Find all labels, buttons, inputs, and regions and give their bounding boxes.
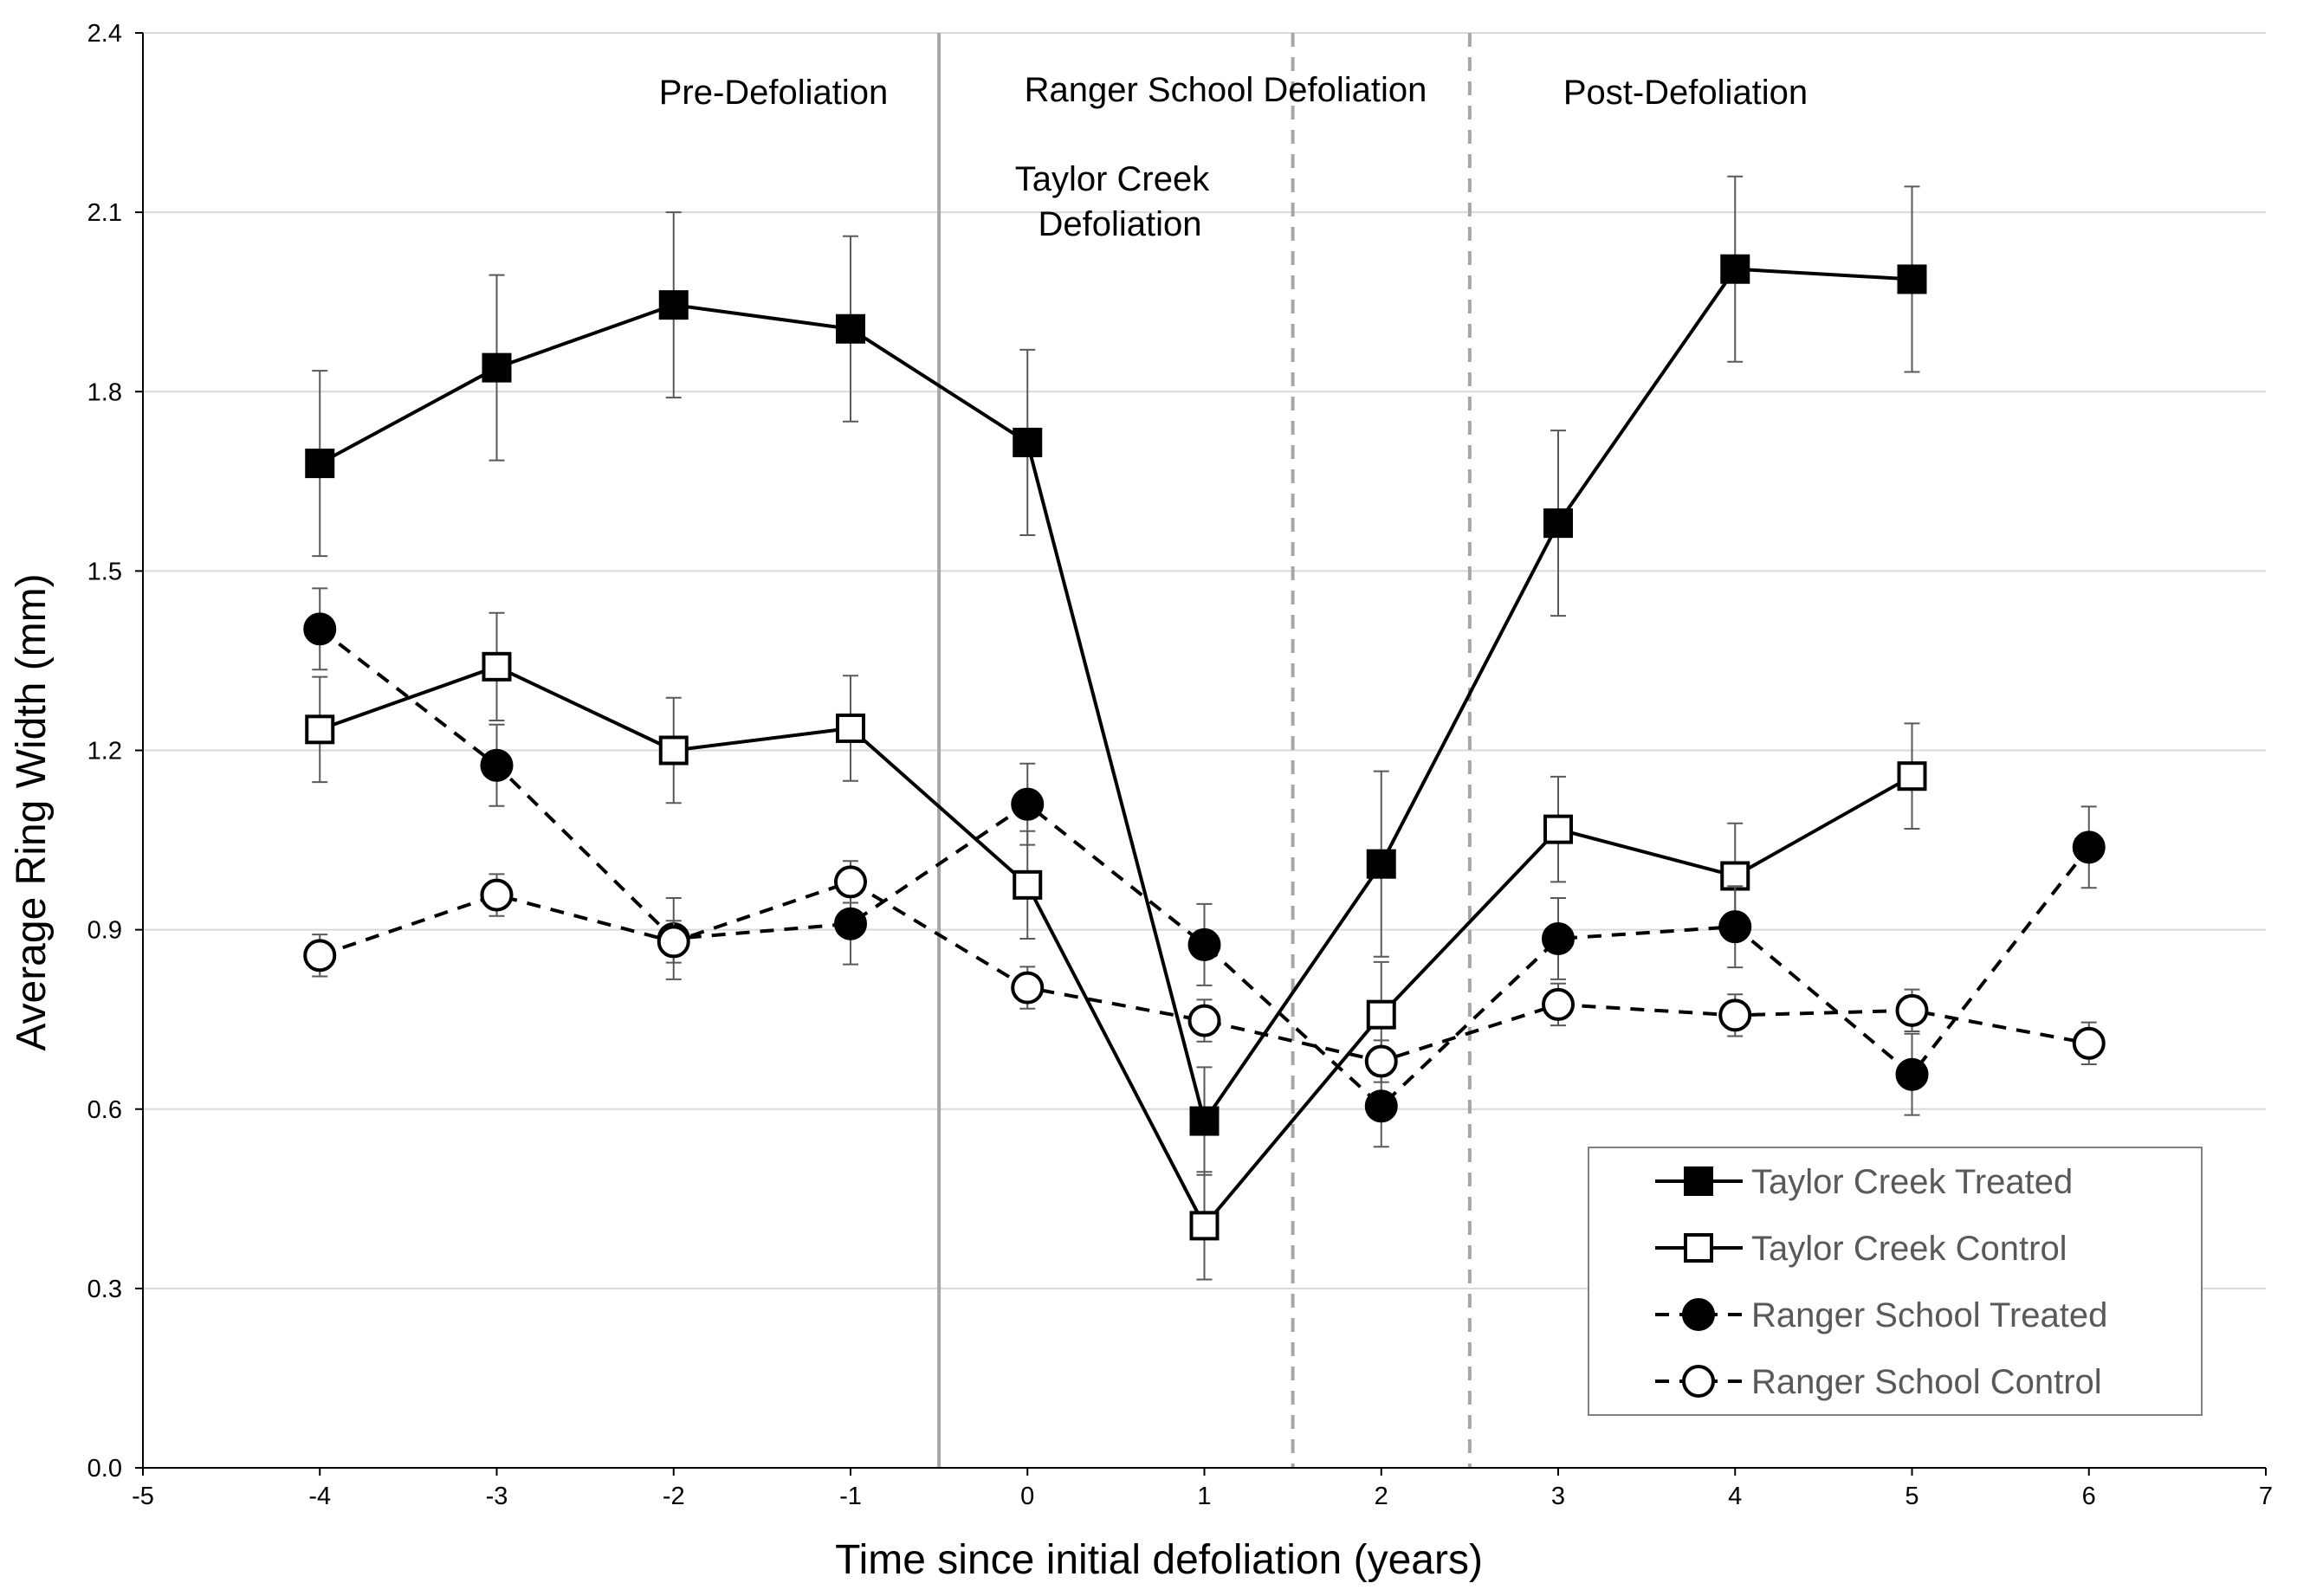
data-point-taylor-creek-treated — [1543, 508, 1573, 539]
series-layer — [303, 175, 2106, 1281]
y-tick-label: 0.0 — [87, 1455, 122, 1483]
x-tick-label: -4 — [308, 1483, 331, 1510]
y-tick-label: 0.9 — [87, 917, 122, 945]
data-point-ranger-school-control — [1011, 971, 1045, 1005]
x-tick-label: 4 — [1728, 1483, 1742, 1510]
data-point-ranger-school-control — [303, 939, 337, 972]
data-point-ranger-school-control — [480, 878, 514, 912]
data-point-ranger-school-control — [1895, 993, 1929, 1027]
data-point-ranger-school-treated — [2072, 830, 2106, 864]
data-point-ranger-school-control — [834, 865, 867, 899]
data-point-taylor-creek-treated — [1720, 254, 1750, 284]
series-line-taylor-creek-control — [319, 664, 1913, 1229]
data-point-taylor-creek-control — [1543, 814, 1573, 844]
data-point-ranger-school-treated — [1718, 910, 1752, 944]
legend-marker-taylor-creek-treated — [1684, 1166, 1713, 1196]
data-point-taylor-creek-control — [305, 714, 335, 745]
x-tick-label: -2 — [663, 1483, 685, 1510]
y-tick-label: 0.3 — [87, 1276, 122, 1303]
data-point-taylor-creek-control — [1189, 1211, 1220, 1241]
data-point-ranger-school-treated — [1542, 921, 1575, 955]
legend-label-taylor-creek-control: Taylor Creek Control — [1751, 1230, 2067, 1268]
axes: 0.0 0.3 0.6 0.9 1.2 1.5 1.8 2.1 2.4 -5 -4 -3 -2 -1 0 1 2… — [87, 20, 2273, 1510]
data-point-ranger-school-control — [657, 925, 690, 959]
annotation-ranger-school-defoliation: Ranger School Defoliation — [1025, 71, 1427, 109]
data-point-ranger-school-treated — [1011, 787, 1045, 821]
data-point-ranger-school-treated — [480, 748, 514, 782]
y-tick-label: 2.1 — [87, 199, 122, 227]
data-point-taylor-creek-control — [1366, 999, 1396, 1030]
data-point-taylor-creek-treated — [1366, 849, 1396, 879]
data-point-taylor-creek-treated — [1013, 427, 1043, 457]
legend-entries — [1655, 1166, 1743, 1398]
reference-lines — [937, 33, 1472, 1468]
data-point-ranger-school-control — [1542, 987, 1575, 1021]
annotation-pre-defoliation: Pre-Defoliation — [659, 74, 889, 112]
data-point-taylor-creek-control — [658, 735, 689, 766]
x-tick-label: 0 — [1020, 1483, 1034, 1510]
data-point-taylor-creek-control — [1013, 869, 1043, 900]
data-point-ranger-school-control — [2072, 1026, 2106, 1060]
data-point-taylor-creek-treated — [1897, 264, 1927, 294]
series-line-ranger-school-treated — [319, 627, 2091, 1109]
x-tick-label: -3 — [486, 1483, 508, 1510]
data-point-taylor-creek-control — [1897, 761, 1927, 792]
x-tick-label: -1 — [839, 1483, 862, 1510]
x-tick-label: 3 — [1551, 1483, 1565, 1510]
x-tick-label: 1 — [1197, 1483, 1211, 1510]
series-ranger-school-control — [303, 860, 2106, 1083]
y-tick-label: 1.2 — [87, 738, 122, 766]
legend-marker-taylor-creek-control — [1684, 1233, 1713, 1263]
y-tick-label: 0.6 — [87, 1096, 122, 1124]
data-point-taylor-creek-control — [1720, 861, 1750, 891]
x-tick-label: 6 — [2082, 1483, 2096, 1510]
data-point-ranger-school-treated — [1364, 1089, 1398, 1123]
x-tick-label: 7 — [2259, 1483, 2273, 1510]
data-point-taylor-creek-treated — [305, 449, 335, 479]
x-tick-label: 5 — [1905, 1483, 1918, 1510]
data-point-taylor-creek-treated — [658, 290, 689, 320]
data-point-ranger-school-treated — [303, 612, 337, 646]
y-tick-label: 2.4 — [87, 20, 122, 48]
data-point-ranger-school-treated — [1187, 927, 1221, 961]
data-point-taylor-creek-control — [482, 651, 512, 682]
data-point-ranger-school-control — [1364, 1044, 1398, 1078]
data-point-ranger-school-treated — [834, 907, 867, 940]
legend-label-taylor-creek-treated: Taylor Creek Treated — [1751, 1163, 2073, 1201]
annotation-post-defoliation: Post-Defoliation — [1563, 74, 1808, 112]
legend-label-ranger-school-control: Ranger School Control — [1751, 1363, 2102, 1401]
series-taylor-creek-control — [305, 611, 1927, 1281]
series-taylor-creek-treated — [305, 175, 1927, 1176]
y-tick-label: 1.5 — [87, 558, 122, 585]
legend-marker-ranger-school-treated — [1682, 1298, 1715, 1331]
annotation-taylor-creek-line1: Taylor Creek — [1015, 160, 1211, 198]
data-point-ranger-school-treated — [1895, 1057, 1929, 1091]
annotation-taylor-creek-line2: Defoliation — [1038, 205, 1201, 243]
legend: Taylor Creek Treated Taylor Creek Contro… — [1588, 1147, 2203, 1416]
x-tick-label: 2 — [1375, 1483, 1388, 1510]
data-point-taylor-creek-treated — [482, 352, 512, 383]
x-axis-title: Time since initial defoliation (years) — [835, 1537, 1483, 1583]
data-point-ranger-school-control — [1718, 998, 1752, 1032]
legend-marker-ranger-school-control — [1682, 1365, 1715, 1398]
series-line-taylor-creek-treated — [319, 267, 1912, 1126]
y-tick-label: 1.8 — [87, 378, 122, 406]
data-point-taylor-creek-treated — [836, 313, 865, 344]
y-axis-title: Average Ring Width (mm) — [9, 573, 55, 1050]
x-tick-label: -5 — [132, 1483, 154, 1510]
data-point-taylor-creek-treated — [1189, 1106, 1220, 1136]
data-point-taylor-creek-control — [836, 713, 865, 743]
data-point-ranger-school-control — [1187, 1004, 1221, 1037]
legend-label-ranger-school-treated: Ranger School Treated — [1751, 1296, 2107, 1334]
